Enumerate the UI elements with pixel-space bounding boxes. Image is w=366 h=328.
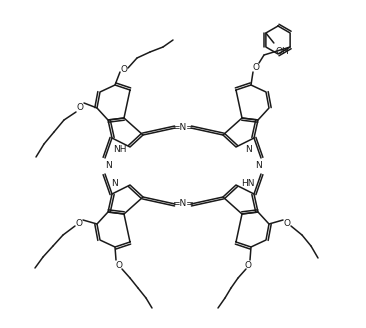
Text: O: O	[253, 63, 259, 72]
Text: =N=: =N=	[172, 124, 194, 133]
Text: O: O	[244, 260, 251, 270]
Text: N: N	[105, 161, 111, 171]
Text: O: O	[75, 218, 82, 228]
Text: O: O	[120, 65, 127, 73]
Text: NH: NH	[113, 145, 127, 154]
Text: OH: OH	[275, 47, 289, 55]
Text: O: O	[76, 104, 83, 113]
Text: N: N	[112, 178, 118, 188]
Text: O: O	[116, 260, 123, 270]
Text: =N=: =N=	[172, 199, 194, 209]
Text: N: N	[244, 145, 251, 154]
Text: HN: HN	[241, 178, 255, 188]
Text: O: O	[284, 218, 291, 228]
Text: N: N	[255, 161, 261, 171]
